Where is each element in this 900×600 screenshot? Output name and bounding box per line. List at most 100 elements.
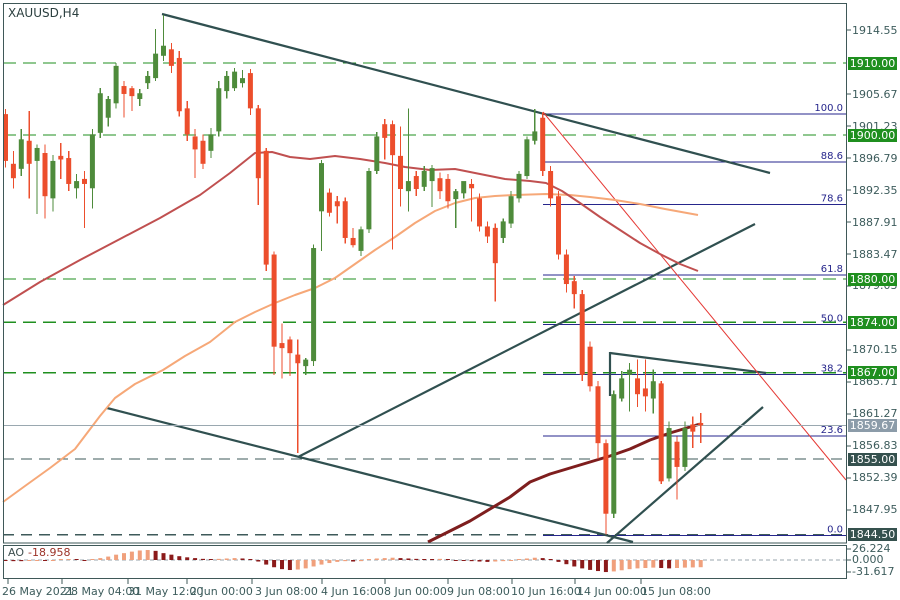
ao-bar bbox=[517, 559, 521, 560]
candle-body bbox=[82, 178, 87, 184]
ao-bar bbox=[311, 560, 316, 567]
ao-bar bbox=[129, 551, 134, 560]
ao-bar bbox=[248, 559, 253, 560]
candle-body bbox=[50, 160, 56, 199]
ao-bar bbox=[469, 560, 474, 562]
ao-bar bbox=[430, 559, 435, 560]
candle-body bbox=[271, 254, 277, 347]
ao-bar bbox=[477, 560, 482, 562]
candle-body bbox=[216, 88, 222, 132]
current-price-badge: 1859.67 bbox=[848, 418, 897, 432]
candle-body bbox=[161, 45, 166, 56]
candle-body bbox=[635, 378, 640, 395]
candle-body bbox=[224, 75, 230, 92]
ao-bar bbox=[27, 560, 32, 561]
candle-body bbox=[556, 196, 561, 255]
trendline[interactable] bbox=[161, 12, 771, 175]
ma-fast-crimson bbox=[2, 151, 699, 306]
fib-label: 61.8 bbox=[821, 264, 843, 275]
price-axis-label: 1861.27 bbox=[852, 407, 898, 421]
ao-bar bbox=[11, 560, 16, 562]
candle-body bbox=[232, 71, 238, 89]
date-label: 2 Jun 00:00 bbox=[190, 585, 253, 598]
ao-bar bbox=[90, 559, 95, 560]
ao-bar bbox=[177, 556, 182, 560]
ao-bar bbox=[406, 558, 411, 560]
candle-body bbox=[3, 114, 8, 161]
date-label: 14 Jun 00:00 bbox=[577, 585, 647, 598]
ao-bar bbox=[232, 558, 237, 560]
candle-body bbox=[176, 57, 182, 112]
candle-body bbox=[650, 381, 656, 399]
candle-body bbox=[682, 428, 688, 467]
ao-bar bbox=[667, 560, 672, 569]
candle-body bbox=[334, 201, 340, 207]
ao-bar bbox=[185, 557, 190, 560]
ao-bar bbox=[303, 560, 308, 569]
candle-body bbox=[311, 248, 317, 362]
candle-body bbox=[674, 441, 680, 467]
ao-bar bbox=[485, 560, 490, 562]
candle-body bbox=[579, 294, 585, 375]
fib-label: 78.6 bbox=[821, 193, 843, 204]
candle-body bbox=[184, 108, 190, 135]
candle-body bbox=[390, 124, 396, 156]
trendline[interactable] bbox=[106, 406, 634, 544]
ao-bar bbox=[359, 560, 363, 562]
ao-bar bbox=[3, 560, 8, 561]
trendline[interactable] bbox=[606, 406, 764, 544]
candle-body bbox=[247, 73, 253, 109]
trendline[interactable] bbox=[297, 223, 756, 458]
red-ray-line[interactable] bbox=[542, 111, 847, 481]
candle-body bbox=[319, 163, 324, 212]
ao-bar bbox=[58, 559, 63, 560]
ao-bar bbox=[114, 554, 119, 560]
candle-body bbox=[240, 78, 245, 84]
candle-body bbox=[137, 93, 143, 99]
date-label: 9 Jun 08:00 bbox=[447, 585, 510, 598]
ao-bar bbox=[106, 556, 111, 560]
level-price-badge: 1867.00 bbox=[848, 366, 897, 380]
ao-scale-min: -31.617 bbox=[852, 565, 895, 578]
date-label: 15 Jun 08:00 bbox=[641, 585, 711, 598]
candle-body bbox=[208, 134, 214, 151]
level-price-badge: 1844.50 bbox=[848, 528, 897, 542]
candle-body bbox=[437, 178, 443, 192]
ao-bar bbox=[240, 558, 245, 560]
ao-bar bbox=[137, 550, 142, 560]
ao-bar bbox=[374, 558, 379, 560]
candle-body bbox=[611, 394, 617, 514]
ao-bar bbox=[35, 560, 40, 561]
ao-scale-max: 26.224 bbox=[852, 542, 891, 555]
candle-body bbox=[10, 163, 16, 179]
ao-bar bbox=[74, 559, 79, 560]
ao-bar bbox=[501, 560, 506, 562]
candle-body bbox=[619, 378, 625, 399]
fib-label: 50.0 bbox=[821, 314, 843, 325]
ao-bar bbox=[414, 558, 419, 560]
ao-bar bbox=[548, 559, 553, 560]
ao-bar bbox=[572, 560, 577, 567]
price-axis-label: 1914.55 bbox=[852, 23, 898, 37]
ao-bar bbox=[659, 560, 664, 569]
ao-bar bbox=[169, 554, 174, 560]
fib-label: 100.0 bbox=[814, 103, 843, 114]
ao-bar bbox=[335, 560, 340, 562]
price-axis-label: 1870.15 bbox=[852, 343, 898, 357]
price-axis-label: 1887.91 bbox=[852, 215, 898, 229]
candle-body bbox=[453, 191, 459, 200]
candle-body bbox=[627, 369, 633, 375]
ao-bar bbox=[635, 560, 640, 569]
candle-body bbox=[500, 221, 506, 238]
ao-value: -18.958 bbox=[28, 546, 71, 559]
price-axis-label: 1852.39 bbox=[852, 471, 898, 485]
candle-body bbox=[477, 198, 482, 227]
candle-body bbox=[350, 237, 356, 246]
candle-body bbox=[287, 339, 293, 354]
ao-bar bbox=[438, 558, 442, 560]
ao-bar bbox=[201, 558, 205, 560]
candle-body bbox=[524, 139, 530, 177]
candle-body bbox=[74, 181, 80, 189]
trendline[interactable] bbox=[609, 351, 767, 375]
